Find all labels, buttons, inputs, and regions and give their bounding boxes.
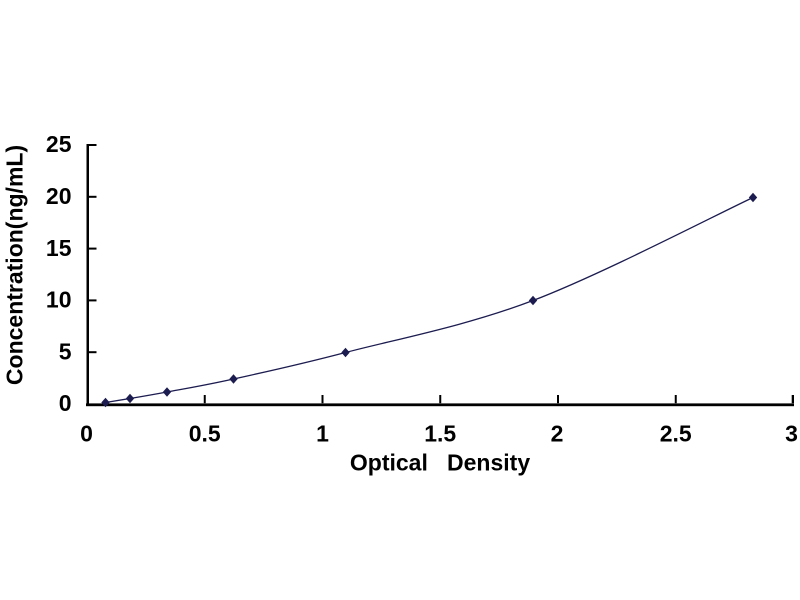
svg-text:15: 15 (46, 235, 72, 261)
svg-text:0.5: 0.5 (189, 421, 221, 447)
svg-text:2.5: 2.5 (660, 421, 692, 447)
svg-text:0: 0 (59, 390, 72, 416)
svg-text:0: 0 (80, 421, 93, 447)
svg-text:1: 1 (316, 421, 329, 447)
svg-text:10: 10 (46, 287, 72, 313)
svg-text:2: 2 (551, 421, 564, 447)
svg-text:20: 20 (46, 183, 72, 209)
svg-text:Optical Density: Optical Density (350, 450, 530, 476)
svg-text:5: 5 (59, 338, 72, 364)
svg-text:1.5: 1.5 (424, 421, 456, 447)
svg-text:3: 3 (785, 421, 798, 447)
svg-text:Concentration(ng/mL): Concentration(ng/mL) (2, 145, 28, 385)
svg-text:25: 25 (46, 131, 72, 157)
